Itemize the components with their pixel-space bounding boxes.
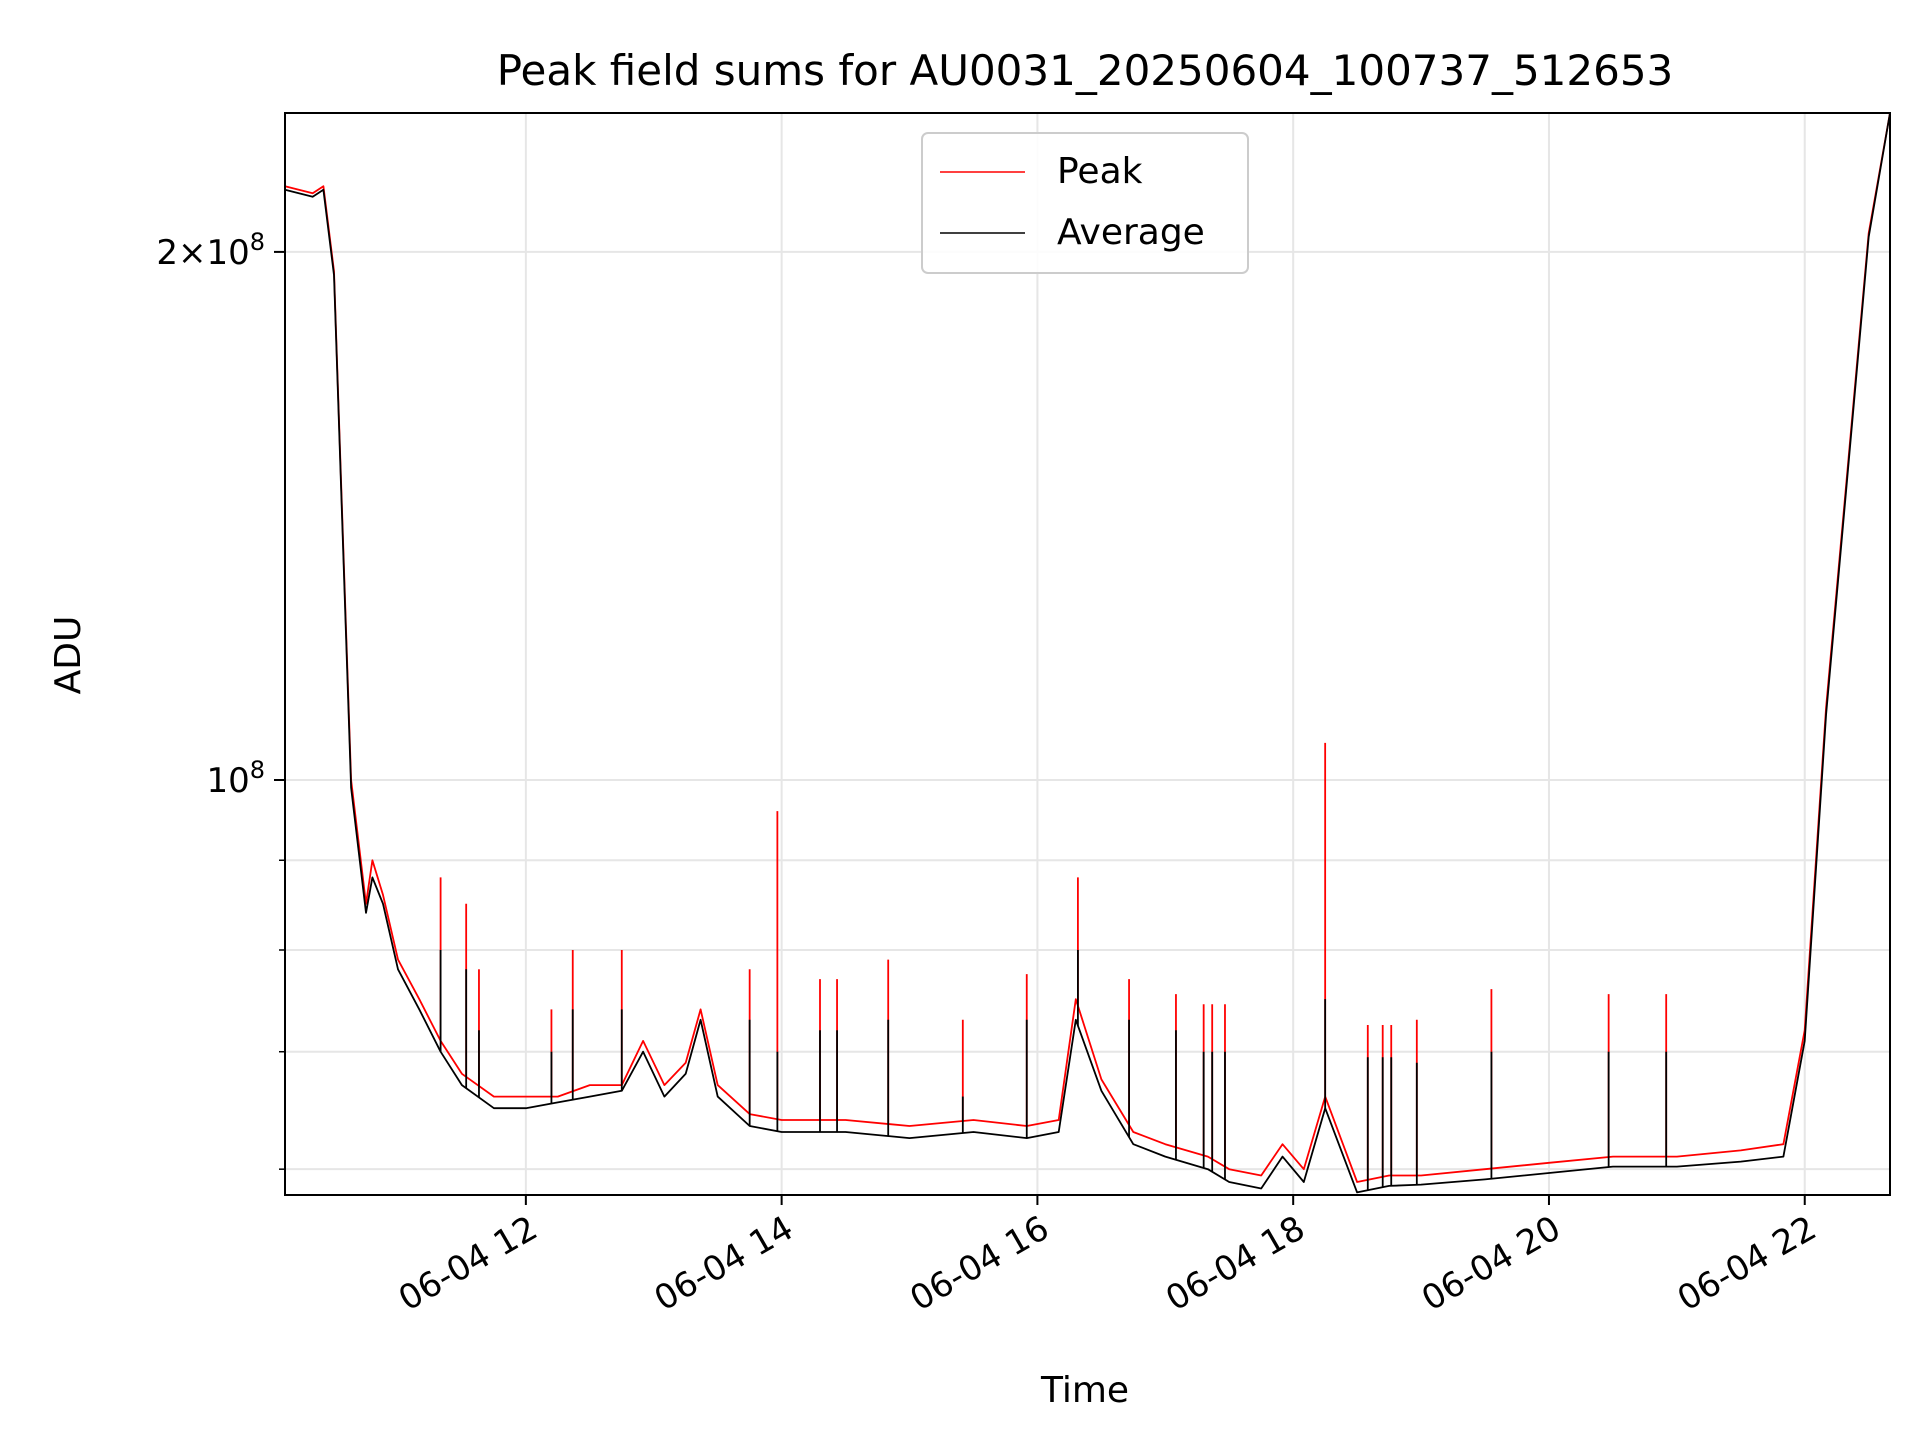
series-line-peak <box>284 112 1891 1183</box>
y-tick-exponent: 8 <box>250 228 265 256</box>
series-lines <box>284 112 1891 1194</box>
legend-label-peak: Peak <box>1057 151 1143 192</box>
x-tick-label: 06-04 14 <box>648 1208 800 1319</box>
y-axis-label: ADU <box>48 616 89 695</box>
x-tick-label: 06-04 22 <box>1671 1208 1823 1319</box>
legend-label-average: Average <box>1057 212 1205 253</box>
y-tick-label: 2×108 <box>156 228 265 273</box>
grid-lines <box>285 113 1890 1195</box>
y-tick-exponent: 8 <box>250 756 265 784</box>
legend-frame <box>921 132 1249 274</box>
x-tick-label: 06-04 12 <box>392 1208 544 1319</box>
series-line-average <box>284 112 1891 1194</box>
x-tick-label: 06-04 18 <box>1159 1208 1311 1319</box>
plot-frame <box>284 112 1891 1196</box>
x-tick-label: 06-04 20 <box>1415 1208 1567 1319</box>
chart-legend: Peak Average <box>921 132 1249 274</box>
y-tick-label: 108 <box>206 756 265 801</box>
x-axis-label: Time <box>1040 1370 1129 1411</box>
x-tick-label: 06-04 16 <box>904 1208 1056 1319</box>
chart-title: Peak field sums for AU0031_20250604_1007… <box>497 46 1674 95</box>
